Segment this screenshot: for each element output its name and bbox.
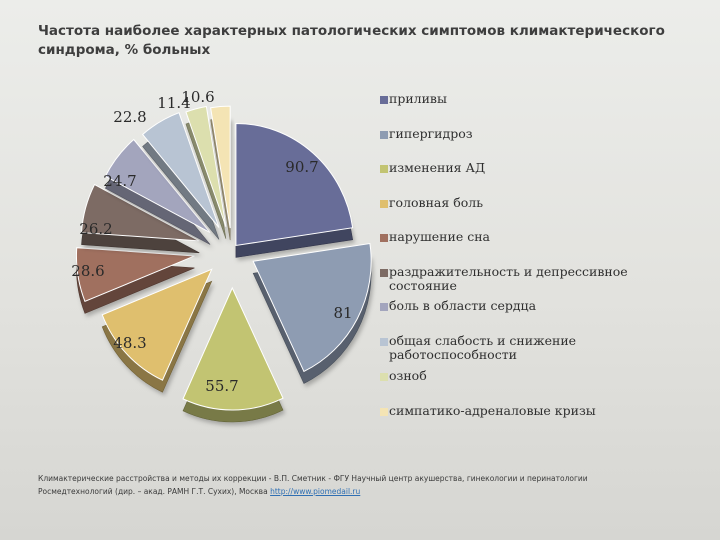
legend-label: гипергидроз xyxy=(389,126,473,141)
pie-slice-top xyxy=(80,183,200,242)
source-link[interactable]: http://www.piomedail.ru xyxy=(270,487,361,496)
pie-slice-7 xyxy=(104,138,211,245)
legend-swatch xyxy=(380,165,388,173)
source-citation: Климактерические расстройства и методы и… xyxy=(38,472,678,498)
pie-slice-top xyxy=(235,122,354,247)
pie-slice-4 xyxy=(101,268,213,393)
data-label-9: 11.4 xyxy=(157,94,190,112)
pie-slice-top xyxy=(104,138,211,233)
data-label-1: 90.7 xyxy=(285,158,318,176)
pie-slice-top xyxy=(101,268,213,381)
data-label-6: 26.2 xyxy=(79,220,112,238)
legend-item-2: гипергидроз xyxy=(380,127,630,141)
pie-slice-top xyxy=(182,286,284,411)
legend-swatch xyxy=(380,269,388,277)
pie-slice-6 xyxy=(80,183,200,254)
legend-swatch xyxy=(380,131,388,139)
legend-swatch xyxy=(380,338,388,346)
legend-item-9: озноб xyxy=(380,369,630,383)
data-label-5: 28.6 xyxy=(71,262,104,280)
legend-swatch xyxy=(380,200,388,208)
data-label-8: 22.8 xyxy=(113,108,146,126)
legend-label: боль в области сердца xyxy=(389,298,537,313)
legend-item-1: приливы xyxy=(380,92,630,106)
legend-item-8: общая слабость и снижение работоспособно… xyxy=(380,334,630,362)
pie-slice-top xyxy=(210,105,231,229)
pie-slice-8 xyxy=(141,112,220,240)
legend-swatch xyxy=(380,234,388,242)
chart-title: Частота наиболее характерных патологичес… xyxy=(38,23,665,58)
legend-item-6: раздражительность и депрессивное состоян… xyxy=(380,265,630,293)
pie-slice-top xyxy=(141,112,220,228)
legend-label: общая слабость и снижение работоспособно… xyxy=(389,333,577,362)
legend-swatch xyxy=(380,96,388,104)
legend-item-3: изменения АД xyxy=(380,161,630,175)
pie-slice-1 xyxy=(235,122,354,258)
pie-slice-2 xyxy=(252,242,372,384)
legend-item-7: боль в области сердца xyxy=(380,299,630,313)
pie-slice-10 xyxy=(210,105,231,241)
source-line-2-text: Росмедтехнологий (дир. – акад. РАМН Г.Т.… xyxy=(38,487,268,496)
pie-slice-top xyxy=(75,247,195,303)
legend-label: изменения АД xyxy=(389,160,486,175)
data-label-2: 81 xyxy=(333,304,352,322)
legend-label: симпатико-адреналовые кризы xyxy=(389,403,596,418)
legend-label: озноб xyxy=(389,368,427,383)
pie-slice-top xyxy=(185,105,227,227)
legend-label: головная боль xyxy=(389,195,484,210)
data-label-7: 24.7 xyxy=(103,172,136,190)
pie-slice-9 xyxy=(185,105,227,239)
legend-item-5: нарушение сна xyxy=(380,230,630,244)
source-line-1: Климактерические расстройства и методы и… xyxy=(38,474,588,483)
pie-slice-3 xyxy=(182,286,284,423)
data-label-4: 48.3 xyxy=(113,334,146,352)
legend-swatch xyxy=(380,303,388,311)
legend-label: нарушение сна xyxy=(389,229,490,244)
legend-label: приливы xyxy=(389,91,447,106)
data-label-10: 10.6 xyxy=(181,88,214,106)
legend-swatch xyxy=(380,373,388,381)
legend-item-4: головная боль xyxy=(380,196,630,210)
pie-slice-5 xyxy=(75,247,195,314)
legend-label: раздражительность и депрессивное состоян… xyxy=(389,264,628,293)
pie-slice-top xyxy=(252,242,372,373)
source-line-2: Росмедтехнологий (дир. – акад. РАМН Г.Т.… xyxy=(38,485,678,498)
legend-swatch xyxy=(380,408,388,416)
legend-item-10: симпатико-адреналовые кризы xyxy=(380,404,630,418)
data-label-3: 55.7 xyxy=(205,377,238,395)
